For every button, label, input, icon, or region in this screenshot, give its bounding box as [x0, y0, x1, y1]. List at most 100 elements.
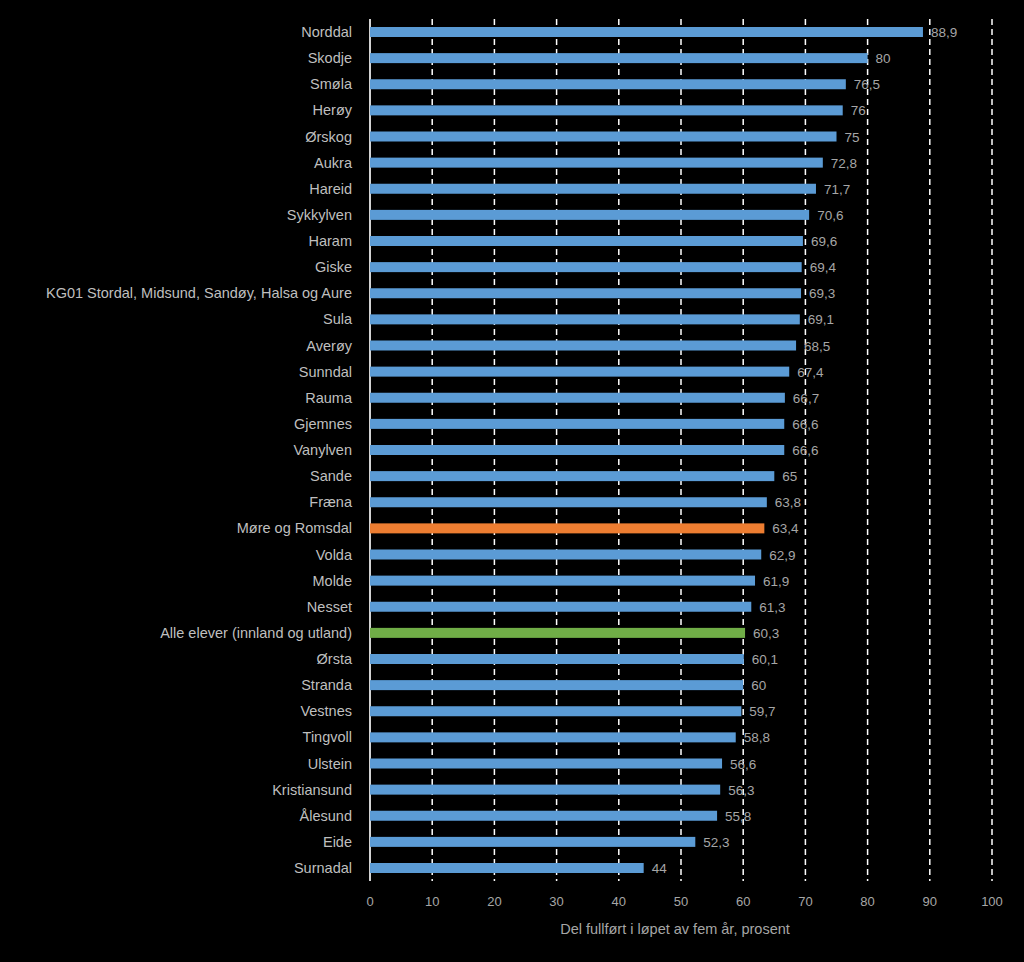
tick-label: 50 [674, 894, 688, 909]
data-label: 62,9 [769, 548, 795, 563]
data-label: 71,7 [824, 182, 850, 197]
tick-label: 20 [487, 894, 501, 909]
bar [370, 419, 784, 429]
tick-label: 10 [425, 894, 439, 909]
data-label: 60 [751, 678, 766, 693]
category-label: Giske [315, 259, 352, 275]
bar [370, 785, 720, 795]
data-label: 75 [845, 130, 860, 145]
data-label: 61,9 [763, 574, 789, 589]
chart: 0102030405060708090100NorddalSkodjeSmøla… [0, 0, 1024, 962]
data-label: 76,5 [854, 77, 880, 92]
category-label: Gjemnes [294, 416, 352, 432]
bar [370, 550, 761, 560]
bar [370, 576, 755, 586]
category-label: KG01 Stordal, Midsund, Sandøy, Halsa og … [46, 285, 352, 301]
category-label: Sunndal [299, 364, 352, 380]
data-label: 69,3 [809, 286, 835, 301]
category-label: Rauma [305, 390, 353, 406]
category-label: Molde [313, 573, 353, 589]
bar [370, 759, 722, 769]
data-label: 60,1 [752, 652, 778, 667]
category-label: Skodje [308, 50, 352, 66]
category-label: Sula [323, 311, 353, 327]
data-label: 56,6 [730, 757, 756, 772]
data-label: 58,8 [744, 730, 770, 745]
grid-line [867, 19, 869, 881]
bar [370, 497, 767, 507]
category-label: Herøy [313, 102, 353, 118]
category-label: Vanylven [293, 442, 352, 458]
data-label: 72,8 [831, 156, 857, 171]
axis-title: Del fullført i løpet av fem år, prosent [560, 921, 790, 937]
data-label: 88,9 [931, 25, 957, 40]
grid-line [929, 19, 931, 881]
category-label: Tingvoll [303, 729, 352, 745]
category-label: Haram [308, 233, 352, 249]
data-label: 63,8 [775, 495, 801, 510]
category-label: Ørskog [305, 129, 352, 145]
bar [370, 341, 796, 351]
tick-label: 0 [366, 894, 373, 909]
data-label: 61,3 [759, 600, 785, 615]
category-label: Kristiansund [272, 782, 352, 798]
data-label: 67,4 [797, 365, 824, 380]
tick-label: 100 [981, 894, 1003, 909]
bar [370, 863, 644, 873]
data-label: 63,4 [772, 521, 799, 536]
category-label: Nesset [307, 599, 352, 615]
bars [370, 27, 923, 873]
bar [370, 706, 741, 716]
bar [370, 445, 784, 455]
category-label: Smøla [310, 76, 353, 92]
category-label: Sykkylven [287, 207, 352, 223]
bar [370, 367, 789, 377]
bar [370, 680, 743, 690]
category-label: Vestnes [300, 703, 352, 719]
bar [370, 262, 802, 272]
category-label: Alle elever (innland og utland) [160, 625, 352, 641]
data-label: 65 [782, 469, 797, 484]
category-label: Ulstein [308, 756, 352, 772]
bar [370, 523, 764, 533]
tick-label: 40 [612, 894, 626, 909]
bar [370, 628, 745, 638]
bar [370, 393, 785, 403]
data-label: 55,8 [725, 809, 751, 824]
data-label: 69,6 [811, 234, 837, 249]
category-label: Aukra [314, 155, 353, 171]
category-label: Norddal [301, 24, 352, 40]
category-label: Møre og Romsdal [237, 520, 352, 536]
bar [370, 471, 774, 481]
tick-label: 30 [549, 894, 563, 909]
category-label: Ørsta [317, 651, 353, 667]
data-label: 80 [876, 51, 891, 66]
grid-line [991, 19, 993, 881]
category-label: Averøy [306, 338, 352, 354]
tick-label: 60 [736, 894, 750, 909]
data-label: 70,6 [817, 208, 843, 223]
tick-label: 90 [923, 894, 937, 909]
data-label: 56,3 [728, 783, 754, 798]
bar [370, 837, 695, 847]
data-label: 66,6 [792, 443, 818, 458]
data-label: 59,7 [749, 704, 775, 719]
bar [370, 288, 801, 298]
bar [370, 132, 837, 142]
category-label: Sande [310, 468, 352, 484]
data-label: 44 [652, 861, 668, 876]
data-label: 66,7 [793, 391, 819, 406]
bar [370, 236, 803, 246]
category-label: Ålesund [300, 808, 352, 824]
bar [370, 314, 800, 324]
category-label: Stranda [301, 677, 353, 693]
data-label: 69,4 [810, 260, 837, 275]
bar [370, 602, 751, 612]
data-label: 66,6 [792, 417, 818, 432]
bar [370, 732, 736, 742]
data-label: 68,5 [804, 339, 830, 354]
axis-range [370, 881, 992, 882]
bar [370, 158, 823, 168]
bar [370, 27, 923, 37]
category-label: Volda [316, 547, 353, 563]
